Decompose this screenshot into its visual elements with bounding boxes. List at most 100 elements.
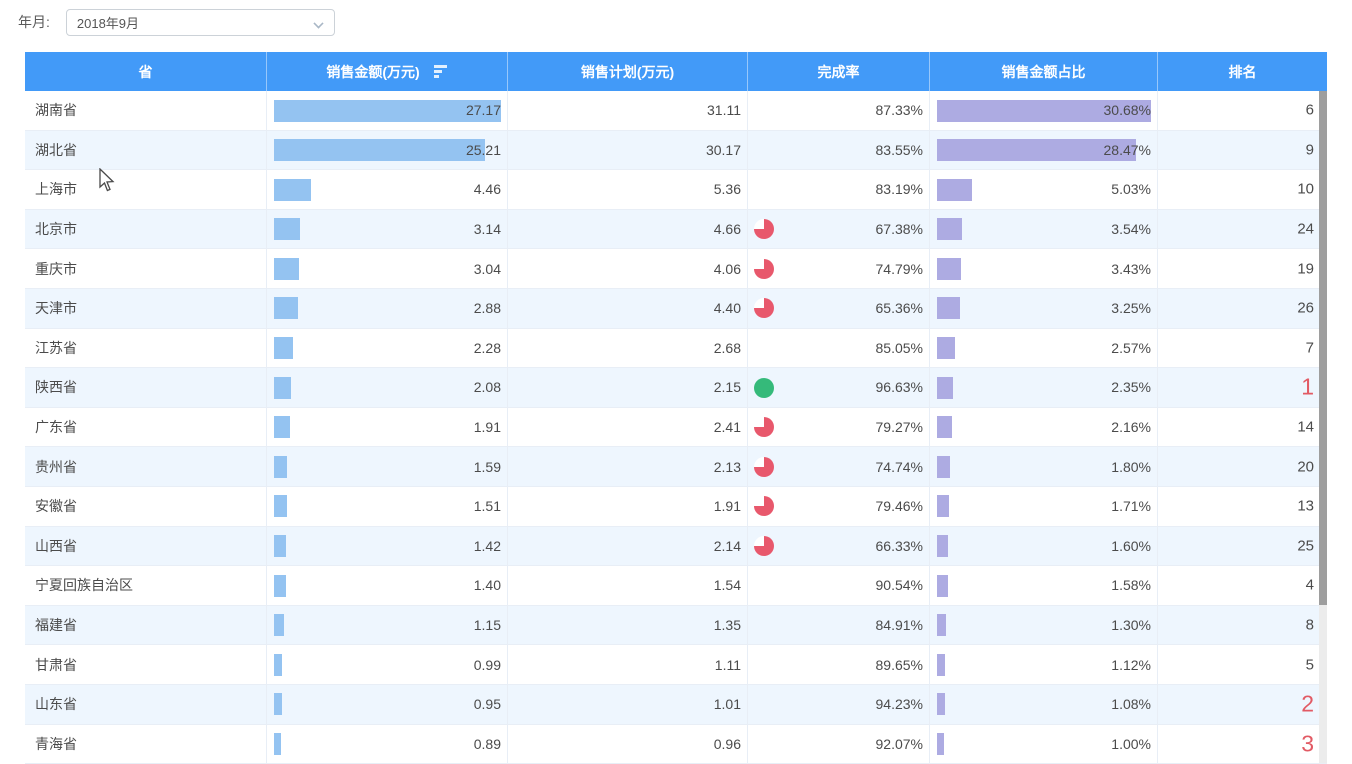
sales-amount-cell: 0.89 xyxy=(267,725,508,764)
vertical-scrollbar[interactable] xyxy=(1319,91,1327,763)
completion-status-icon xyxy=(754,378,774,398)
sales-share-cell: 28.47% xyxy=(930,131,1158,170)
province-name: 上海市 xyxy=(35,179,77,199)
sales-amount-bar xyxy=(274,614,284,636)
scrollbar-thumb[interactable] xyxy=(1319,91,1327,605)
completion-rate-value: 74.79% xyxy=(876,261,923,277)
table-row[interactable]: 安徽省 1.51 1.91 79.46% 1.71% 13 xyxy=(25,487,1327,527)
column-header[interactable]: 销售金额占比 xyxy=(930,52,1158,91)
sales-share-bar xyxy=(937,733,944,755)
completion-rate-value: 74.74% xyxy=(876,459,923,475)
table-row[interactable]: 广东省 1.91 2.41 79.27% 2.16% 14 xyxy=(25,408,1327,448)
sales-plan-cell: 1.54 xyxy=(508,566,748,605)
table-row[interactable]: 重庆市 3.04 4.06 74.79% 3.43% 19 xyxy=(25,249,1327,289)
completion-rate-cell: 74.79% xyxy=(748,249,930,288)
table-row[interactable]: 上海市 4.46 5.36 83.19% 5.03% 10 xyxy=(25,170,1327,210)
sales-amount-value: 2.88 xyxy=(474,300,501,316)
column-header-label: 销售金额占比 xyxy=(1002,62,1086,82)
sales-share-bar xyxy=(937,179,972,201)
sales-amount-bar xyxy=(274,654,282,676)
sales-plan-cell: 2.68 xyxy=(508,329,748,368)
table-row[interactable]: 福建省 1.15 1.35 84.91% 1.30% 8 xyxy=(25,606,1327,646)
completion-rate-cell: 92.07% xyxy=(748,725,930,764)
table-row[interactable]: 贵州省 1.59 2.13 74.74% 1.80% 20 xyxy=(25,447,1327,487)
rank-cell: 6 xyxy=(1158,91,1327,130)
sales-share-cell: 1.80% xyxy=(930,447,1158,486)
sales-plan-value: 31.11 xyxy=(707,102,741,118)
completion-rate-value: 90.54% xyxy=(876,577,923,593)
table-row[interactable]: 湖北省 25.21 30.17 83.55% 28.47% 9 xyxy=(25,131,1327,171)
filter-bar: 年月: 2018年9月 xyxy=(18,8,335,36)
sales-plan-cell: 1.01 xyxy=(508,685,748,724)
sales-amount-bar xyxy=(274,297,298,319)
column-header[interactable]: 完成率 xyxy=(748,52,930,91)
sales-amount-cell: 1.91 xyxy=(267,408,508,447)
column-header[interactable]: 销售计划(万元) xyxy=(508,52,748,91)
table-row[interactable]: 北京市 3.14 4.66 67.38% 3.54% 24 xyxy=(25,210,1327,250)
rank-value: 5 xyxy=(1306,656,1314,673)
rank-value: 2 xyxy=(1301,691,1314,718)
rank-value: 24 xyxy=(1297,221,1314,238)
sales-plan-value: 30.17 xyxy=(706,142,741,158)
completion-rate-cell: 67.38% xyxy=(748,210,930,249)
completion-status-icon xyxy=(754,259,774,279)
completion-rate-value: 67.38% xyxy=(876,221,923,237)
column-header[interactable]: 省 xyxy=(25,52,267,91)
completion-rate-cell: 90.54% xyxy=(748,566,930,605)
rank-value: 4 xyxy=(1306,577,1314,594)
sales-share-bar xyxy=(937,575,948,597)
column-header[interactable]: 排名 xyxy=(1158,52,1327,91)
completion-rate-value: 96.63% xyxy=(876,379,923,395)
rank-cell: 20 xyxy=(1158,447,1327,486)
sort-descending-icon[interactable] xyxy=(434,65,448,78)
table-body: 湖南省 27.17 31.11 87.33% 30.68% 6 湖北省 25.2… xyxy=(25,91,1327,764)
sales-share-value: 28.47% xyxy=(1104,142,1151,158)
completion-status-icon xyxy=(754,417,774,437)
sales-amount-value: 1.59 xyxy=(474,459,501,475)
sales-share-bar xyxy=(937,377,953,399)
column-header[interactable]: 销售金额(万元) xyxy=(267,52,508,91)
rank-value: 1 xyxy=(1301,374,1314,401)
province-cell: 江苏省 xyxy=(25,329,267,368)
table-row[interactable]: 青海省 0.89 0.96 92.07% 1.00% 3 xyxy=(25,725,1327,764)
sales-amount-cell: 0.95 xyxy=(267,685,508,724)
table-row[interactable]: 天津市 2.88 4.40 65.36% 3.25% 26 xyxy=(25,289,1327,329)
year-month-select[interactable]: 2018年9月 xyxy=(66,9,335,36)
table-row[interactable]: 山东省 0.95 1.01 94.23% 1.08% 2 xyxy=(25,685,1327,725)
sales-share-bar xyxy=(937,535,948,557)
sales-plan-cell: 31.11 xyxy=(508,91,748,130)
sales-share-value: 1.58% xyxy=(1111,577,1151,593)
rank-cell: 4 xyxy=(1158,566,1327,605)
sales-plan-cell: 4.66 xyxy=(508,210,748,249)
sales-amount-value: 4.46 xyxy=(474,181,501,197)
sales-amount-bar xyxy=(274,258,299,280)
sales-plan-value: 1.01 xyxy=(714,696,741,712)
sales-share-cell: 3.25% xyxy=(930,289,1158,328)
sales-amount-value: 2.28 xyxy=(474,340,501,356)
province-cell: 甘肃省 xyxy=(25,645,267,684)
table-row[interactable]: 山西省 1.42 2.14 66.33% 1.60% 25 xyxy=(25,527,1327,567)
sales-amount-bar xyxy=(274,575,286,597)
rank-cell: 25 xyxy=(1158,527,1327,566)
province-cell: 贵州省 xyxy=(25,447,267,486)
sales-share-bar xyxy=(937,456,950,478)
completion-status-icon xyxy=(754,457,774,477)
sales-amount-cell: 2.88 xyxy=(267,289,508,328)
table-row[interactable]: 湖南省 27.17 31.11 87.33% 30.68% 6 xyxy=(25,91,1327,131)
table-row[interactable]: 江苏省 2.28 2.68 85.05% 2.57% 7 xyxy=(25,329,1327,369)
sales-share-value: 3.25% xyxy=(1111,300,1151,316)
province-cell: 福建省 xyxy=(25,606,267,645)
sales-share-cell: 1.00% xyxy=(930,725,1158,764)
year-month-label: 年月: xyxy=(18,12,50,32)
table-row[interactable]: 宁夏回族自治区 1.40 1.54 90.54% 1.58% 4 xyxy=(25,566,1327,606)
table-row[interactable]: 陕西省 2.08 2.15 96.63% 2.35% 1 xyxy=(25,368,1327,408)
sales-share-value: 1.12% xyxy=(1111,657,1151,673)
sales-share-bar xyxy=(937,337,955,359)
rank-value: 19 xyxy=(1297,260,1314,277)
sales-amount-cell: 3.04 xyxy=(267,249,508,288)
sales-share-cell: 3.54% xyxy=(930,210,1158,249)
sales-amount-cell: 1.51 xyxy=(267,487,508,526)
sales-table: 省 销售金额(万元) 销售计划(万元) 完成率 销售金额占比 排名 湖南省 27… xyxy=(25,52,1327,764)
table-row[interactable]: 甘肃省 0.99 1.11 89.65% 1.12% 5 xyxy=(25,645,1327,685)
completion-rate-value: 65.36% xyxy=(876,300,923,316)
